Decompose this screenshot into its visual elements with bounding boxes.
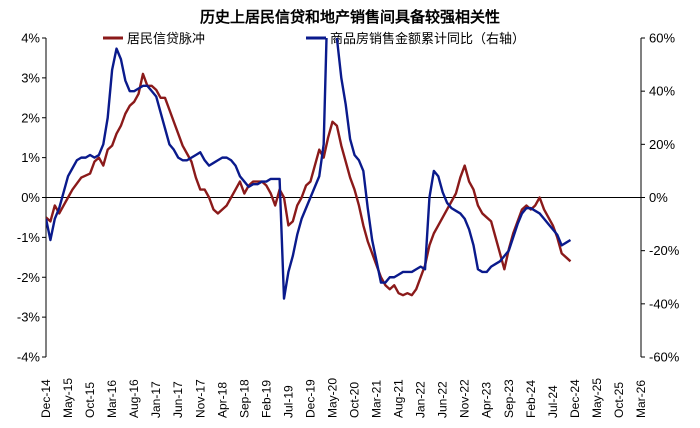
x-tick-label: Mar-21 (370, 380, 384, 418)
x-tick-label: Mar-16 (105, 380, 119, 418)
legend: 居民信贷脉冲 商品房销售金额累计同比（右轴） (103, 31, 525, 47)
y-right-tick-label: -60% (649, 350, 680, 365)
x-tick-label: Jul-24 (546, 385, 560, 418)
y-left-tick-label: -2% (17, 270, 41, 285)
x-tick-label: Apr-23 (480, 382, 494, 418)
x-tick-label: Mar-26 (634, 380, 648, 418)
x-tick-label: Jun-17 (171, 381, 185, 418)
legend-label-household-credit: 居民信贷脉冲 (127, 32, 205, 47)
x-tick-label: Oct-15 (83, 382, 97, 418)
x-tick-label: Oct-25 (612, 382, 626, 418)
y-left-tick-label: 0% (21, 190, 40, 205)
x-tick-label: May-25 (590, 378, 604, 418)
x-tick-label: May-20 (325, 378, 339, 418)
y-right-tick-label: -20% (649, 243, 680, 258)
series-line-property-sales (46, 38, 572, 300)
y-left-tick-label: 3% (21, 70, 40, 85)
x-tick-label: May-15 (61, 378, 75, 418)
chart-title: 历史上居民信贷和地产销售间具备较强相关性 (200, 8, 500, 26)
y-right-tick-label: 20% (649, 137, 675, 152)
x-tick-label: Nov-17 (193, 379, 207, 418)
x-tick-label: Sep-18 (237, 379, 251, 418)
x-tick-label: Sep-23 (502, 379, 516, 418)
x-tick-label: Apr-18 (215, 382, 229, 418)
x-tick-label: Dec-14 (39, 379, 53, 418)
x-tick-label: Oct-20 (348, 382, 362, 418)
y-left-tick-label: -1% (17, 230, 41, 245)
x-tick-label: Feb-24 (524, 380, 538, 418)
x-tick-label: Aug-21 (392, 379, 406, 418)
x-tick-label: Jul-19 (281, 385, 295, 418)
series-layer (46, 38, 572, 300)
x-tick-label: Nov-22 (458, 379, 472, 418)
y-left-tick-label: 4% (21, 31, 40, 46)
x-tick-label: Dec-24 (568, 379, 582, 418)
y-right-tick-label: -40% (649, 296, 680, 311)
y-left-tick-label: -4% (17, 350, 41, 365)
y-left-tick-label: 2% (21, 110, 40, 125)
y-right-tick-label: 60% (649, 31, 675, 46)
y-left-tick-label: -3% (17, 310, 41, 325)
x-tick-label: Jan-22 (414, 381, 428, 418)
legend-label-property-sales: 商品房销售金额累计同比（右轴） (330, 31, 525, 47)
axes: 4% 3% 2% 1% 0% -1% -2% -3% -4% 60% 40% 20% 0% -20% -40… (17, 31, 680, 419)
x-tick-label: Dec-19 (303, 379, 317, 418)
series-line-household-credit (46, 72, 572, 297)
x-tick-label: Jun-22 (436, 381, 450, 418)
y-right-tick-label: 40% (649, 84, 675, 99)
x-tick-label: Jan-17 (149, 381, 163, 418)
y-right-tick-label: 0% (649, 190, 668, 205)
y-left-tick-label: 1% (21, 150, 40, 165)
x-tick-label: Aug-16 (127, 379, 141, 418)
x-tick-label: Feb-19 (259, 380, 273, 418)
